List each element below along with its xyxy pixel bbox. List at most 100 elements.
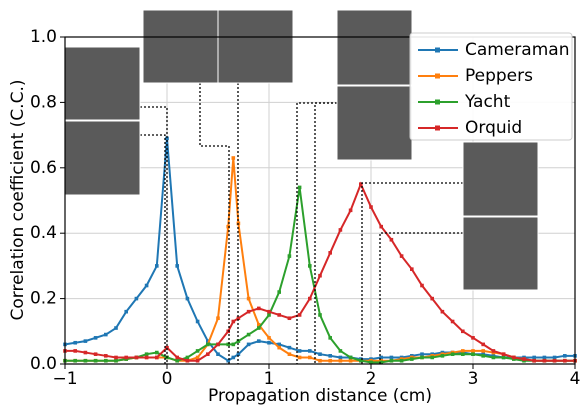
point [206, 352, 210, 356]
point [348, 358, 353, 363]
point [195, 358, 200, 363]
legend-label: Cameraman [465, 40, 569, 60]
point [379, 355, 383, 360]
inset-image [462, 216, 539, 291]
point [226, 358, 230, 363]
point [175, 355, 179, 360]
y-tick-label: 0.0 [30, 354, 57, 374]
point [399, 254, 404, 258]
y-tick-label: 1.0 [30, 27, 57, 47]
point [491, 349, 496, 353]
point [471, 352, 475, 356]
point [379, 224, 383, 229]
point [297, 185, 302, 190]
point [450, 319, 455, 324]
legend-marker [435, 99, 440, 105]
point [165, 345, 169, 350]
inset-image [217, 9, 294, 84]
point [563, 354, 567, 358]
point [155, 350, 159, 355]
point [246, 309, 251, 314]
point [267, 340, 271, 345]
point [287, 316, 292, 321]
point [328, 358, 332, 363]
point [471, 336, 475, 340]
point [257, 306, 261, 311]
point [246, 342, 251, 347]
point [226, 342, 230, 347]
point [277, 345, 281, 350]
point [318, 352, 322, 356]
point [552, 355, 557, 360]
legend: Cameraman Peppers Yacht Orquid [409, 32, 573, 141]
connector [140, 134, 166, 364]
point [267, 336, 271, 340]
x-tick-label: 1 [264, 369, 275, 389]
connector [140, 106, 168, 364]
point [318, 358, 322, 363]
point [308, 296, 312, 301]
point [389, 237, 394, 242]
series-line [64, 138, 575, 362]
legend-marker [435, 125, 440, 131]
point [104, 332, 108, 337]
point [297, 349, 302, 353]
point [287, 352, 292, 356]
point [185, 296, 190, 301]
legend-marker [435, 73, 440, 79]
point [359, 182, 363, 186]
point [165, 136, 169, 141]
point [216, 342, 220, 347]
y-tick-label: 0.8 [30, 92, 57, 112]
point [236, 339, 241, 343]
point [93, 358, 98, 363]
x-tick-label: −1 [52, 369, 77, 389]
y-axis-label: Correlation coefficient (C.C.) [8, 80, 28, 321]
insets [64, 9, 539, 364]
inset-image [462, 141, 539, 217]
point [501, 355, 506, 360]
point [328, 336, 332, 340]
point [410, 267, 414, 271]
x-tick-label: 4 [570, 369, 581, 389]
point [226, 329, 230, 334]
point [185, 358, 190, 363]
point [369, 360, 373, 365]
point [481, 354, 485, 358]
point [389, 355, 394, 360]
point [297, 313, 302, 317]
point [420, 355, 424, 360]
point [134, 296, 139, 301]
point [348, 355, 353, 360]
point [175, 358, 179, 363]
point [236, 316, 241, 321]
point [231, 156, 236, 160]
point [440, 309, 445, 314]
point [542, 358, 547, 363]
point [450, 352, 455, 356]
y-tick-label: 0.4 [30, 223, 57, 243]
point [246, 296, 251, 301]
point [236, 352, 241, 356]
connector [314, 102, 337, 364]
point [124, 309, 128, 314]
point [308, 355, 312, 360]
point [73, 349, 77, 353]
point [379, 360, 383, 365]
inset-image [64, 120, 141, 196]
point [399, 358, 404, 363]
legend-label: Orquid [465, 118, 522, 138]
point [134, 355, 139, 360]
point [338, 228, 343, 232]
inset-image [142, 9, 219, 84]
point [144, 352, 149, 356]
point [257, 322, 261, 327]
point [231, 342, 236, 347]
point [348, 208, 353, 213]
point [420, 283, 424, 288]
y-tick-label: 0.2 [30, 289, 57, 309]
plot-series [63, 136, 577, 365]
point [83, 339, 88, 343]
legend-box [409, 32, 573, 141]
